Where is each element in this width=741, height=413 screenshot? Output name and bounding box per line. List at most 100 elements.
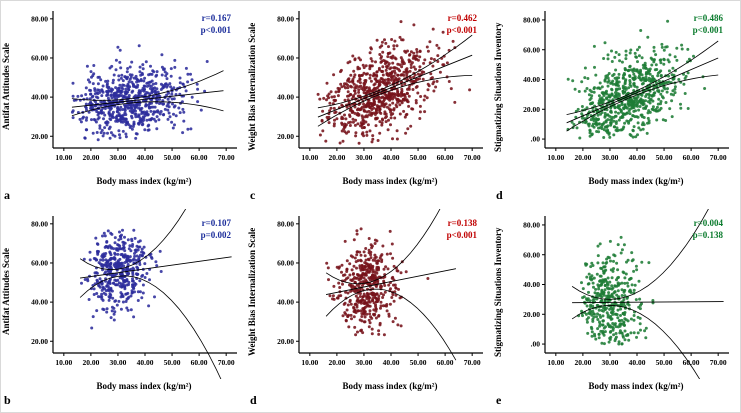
axes: 10.00 20.00 30.00 40.00 50.00 60.00 70.00 .00 20… xyxy=(523,216,729,367)
r-value: r=0.462 xyxy=(447,13,477,23)
y-axis-title: Antifat Attitudes Scale xyxy=(1,248,11,336)
panel-letter: b xyxy=(4,393,11,407)
svg-text:40.00: 40.00 xyxy=(137,153,154,162)
scatter-plot: 10.00 20.00 30.00 40.00 50.00 60.00 70.00 20.00… xyxy=(277,209,483,367)
axes: 10.00 20.00 30.00 40.00 50.00 60.00 70.00 20.00… xyxy=(31,11,237,162)
svg-text:60.00: 60.00 xyxy=(683,358,700,367)
fit-lines xyxy=(566,40,719,132)
svg-text:10.00: 10.00 xyxy=(547,358,564,367)
svg-text:50.00: 50.00 xyxy=(410,358,427,367)
axes: 10.00 20.00 30.00 40.00 50.00 60.00 70.00 .00 20… xyxy=(523,11,729,162)
panel-e: Stigmatizing Situations Inventory 10.00 2… xyxy=(493,206,739,411)
svg-text:20.00: 20.00 xyxy=(574,358,591,367)
svg-text:80.00: 80.00 xyxy=(277,219,294,228)
y-axis-title: Stigmatizing Situations Inventory xyxy=(493,22,503,152)
svg-text:20.00: 20.00 xyxy=(523,105,540,114)
svg-text:60.00: 60.00 xyxy=(523,250,540,259)
fit-lines xyxy=(325,209,457,361)
fit-lines xyxy=(317,34,473,127)
svg-text:40.00: 40.00 xyxy=(277,298,294,307)
svg-text:70.00: 70.00 xyxy=(710,153,727,162)
svg-text:20.00: 20.00 xyxy=(523,310,540,319)
correlation-annotation: r=0.167 p<0.001 xyxy=(201,13,231,36)
svg-text:20.00: 20.00 xyxy=(31,132,48,141)
r-value: r=0.167 xyxy=(201,13,231,23)
svg-text:80.00: 80.00 xyxy=(277,14,294,23)
y-axis-title: Stigmatizing Situations Inventory xyxy=(493,227,503,357)
svg-text:30.00: 30.00 xyxy=(110,358,127,367)
svg-text:70.00: 70.00 xyxy=(218,153,235,162)
r-value: r=0.107 xyxy=(201,218,231,228)
svg-text:50.00: 50.00 xyxy=(410,153,427,162)
svg-text:40.00: 40.00 xyxy=(383,358,400,367)
svg-text:30.00: 30.00 xyxy=(602,153,619,162)
plot-area: 10.00 20.00 30.00 40.00 50.00 60.00 70.00 20.00… xyxy=(263,209,489,379)
p-value: p=0.002 xyxy=(200,229,231,240)
x-axis-title: Body mass index (kg/m²) xyxy=(96,381,192,391)
svg-text:20.00: 20.00 xyxy=(82,153,99,162)
correlation-annotation: r=0.107 p=0.002 xyxy=(201,218,231,241)
plot-area: 10.00 20.00 30.00 40.00 50.00 60.00 70.00 .00 20… xyxy=(509,209,735,379)
svg-text:60.00: 60.00 xyxy=(191,153,208,162)
p-value: p<0.001 xyxy=(200,24,231,35)
svg-text:50.00: 50.00 xyxy=(164,153,181,162)
svg-text:30.00: 30.00 xyxy=(110,153,127,162)
p-value: p<0.001 xyxy=(446,229,477,240)
svg-text:40.00: 40.00 xyxy=(629,153,646,162)
svg-text:40.00: 40.00 xyxy=(277,93,294,102)
svg-text:80.00: 80.00 xyxy=(523,221,540,230)
panel-letter: e xyxy=(496,393,502,407)
scatter-points xyxy=(316,20,472,145)
svg-text:60.00: 60.00 xyxy=(191,358,208,367)
svg-text:70.00: 70.00 xyxy=(710,358,727,367)
svg-text:10.00: 10.00 xyxy=(547,153,564,162)
panel-letter: c xyxy=(250,188,256,202)
plot-area: 10.00 20.00 30.00 40.00 50.00 60.00 70.00 20.00… xyxy=(263,4,489,174)
fit-lines xyxy=(71,70,224,117)
panel-c: Weight Bias Internalization Scale 10.00 2… xyxy=(247,1,493,206)
scatter-points xyxy=(325,227,430,337)
svg-text:40.00: 40.00 xyxy=(383,153,400,162)
svg-text:60.00: 60.00 xyxy=(437,153,454,162)
fit-lines xyxy=(79,209,232,379)
plot-area: 10.00 20.00 30.00 40.00 50.00 60.00 70.00 .00 20… xyxy=(509,4,735,174)
r-value: r=0.138 xyxy=(447,218,477,228)
svg-text:40.00: 40.00 xyxy=(629,358,646,367)
plot-area: 10.00 20.00 30.00 40.00 50.00 60.00 70.00 20.00… xyxy=(17,209,243,379)
x-axis-title: Body mass index (kg/m²) xyxy=(588,176,684,186)
scatter-plot: 10.00 20.00 30.00 40.00 50.00 60.00 70.00 .00 20… xyxy=(523,209,729,379)
panel-letter: d xyxy=(250,393,257,407)
panel-d-top: Stigmatizing Situations Inventory 10.00 2… xyxy=(493,1,739,206)
scatter-plot: 10.00 20.00 30.00 40.00 50.00 60.00 70.00 .00 20… xyxy=(523,11,729,162)
svg-text:60.00: 60.00 xyxy=(31,54,48,63)
svg-text:50.00: 50.00 xyxy=(656,153,673,162)
svg-text:60.00: 60.00 xyxy=(31,259,48,268)
x-axis-title: Body mass index (kg/m²) xyxy=(342,381,438,391)
r-value: r=0.004 xyxy=(693,218,723,228)
svg-text:.00: .00 xyxy=(531,340,541,349)
svg-text:40.00: 40.00 xyxy=(137,358,154,367)
svg-text:30.00: 30.00 xyxy=(602,358,619,367)
y-axis-title: Antifat Attitudes Scale xyxy=(1,43,11,131)
panel-letter: a xyxy=(4,188,10,202)
svg-text:40.00: 40.00 xyxy=(523,75,540,84)
x-axis-title: Body mass index (kg/m²) xyxy=(342,176,438,186)
scatter-points xyxy=(566,19,707,140)
svg-text:80.00: 80.00 xyxy=(523,16,540,25)
panel-b: Antifat Attitudes Scale 10.00 20.00 30.00 4… xyxy=(1,206,247,411)
axes: 10.00 20.00 30.00 40.00 50.00 60.00 70.00 20.00… xyxy=(277,11,483,162)
svg-text:20.00: 20.00 xyxy=(82,358,99,367)
scatter-plot: 10.00 20.00 30.00 40.00 50.00 60.00 70.00 20.00… xyxy=(31,209,237,379)
scatter-points xyxy=(577,235,655,346)
svg-text:10.00: 10.00 xyxy=(55,153,72,162)
svg-text:60.00: 60.00 xyxy=(683,153,700,162)
x-axis-title: Body mass index (kg/m²) xyxy=(96,176,192,186)
panel-a: Antifat Attitudes Scale 10.00 20.00 30.00 4… xyxy=(1,1,247,206)
svg-text:20.00: 20.00 xyxy=(277,337,294,346)
svg-text:40.00: 40.00 xyxy=(31,93,48,102)
correlation-annotation: r=0.462 p<0.001 xyxy=(447,13,477,36)
y-axis-title: Weight Bias Internalization Scale xyxy=(247,227,257,357)
svg-text:20.00: 20.00 xyxy=(328,358,345,367)
p-value: p<0.001 xyxy=(446,24,477,35)
